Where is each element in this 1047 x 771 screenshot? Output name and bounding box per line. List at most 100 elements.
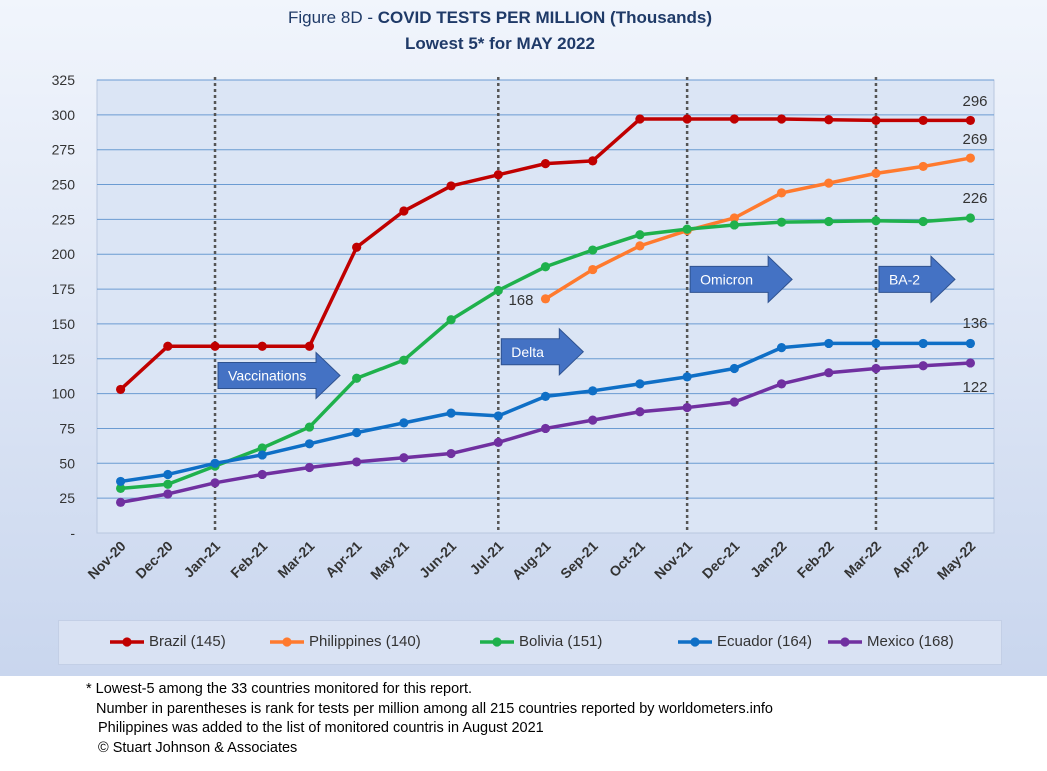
data-point-mexico bbox=[965, 358, 975, 368]
data-point-bolivia bbox=[729, 220, 739, 230]
footnote-lowest-5: * Lowest-5 among the 33 countries monito… bbox=[86, 681, 473, 697]
data-point-philippines bbox=[965, 153, 975, 163]
legend-swatch-marker bbox=[122, 637, 132, 647]
data-point-bolivia bbox=[635, 230, 645, 240]
data-point-bolivia bbox=[682, 224, 692, 234]
data-point-ecuador bbox=[824, 338, 834, 349]
x-tick-label: Jan-22 bbox=[747, 538, 790, 581]
x-tick-label: Feb-21 bbox=[227, 538, 270, 581]
data-point-bolivia bbox=[304, 422, 315, 432]
data-label-brazil: 296 bbox=[962, 93, 987, 110]
data-point-brazil bbox=[540, 159, 551, 169]
x-tick-label: Nov-21 bbox=[651, 538, 695, 582]
footnote-philippines-note: Philippines was added to the list of mon… bbox=[98, 720, 544, 736]
data-point-brazil bbox=[588, 156, 598, 166]
x-tick-label: Mar-22 bbox=[841, 538, 884, 581]
data-point-mexico bbox=[399, 453, 409, 463]
data-point-bolivia bbox=[588, 245, 598, 255]
data-point-ecuador bbox=[352, 428, 362, 438]
x-tick-label: Aug-21 bbox=[509, 538, 554, 583]
legend-swatch-marker bbox=[492, 637, 502, 647]
data-point-ecuador bbox=[493, 411, 503, 421]
annotation-label-ba-2: BA-2 bbox=[889, 271, 920, 287]
data-point-mexico bbox=[304, 462, 315, 473]
legend-label: Philippines (140) bbox=[309, 633, 421, 650]
data-point-ecuador bbox=[540, 391, 551, 402]
legend-label: Brazil (145) bbox=[149, 633, 226, 650]
chart-title-main: COVID TESTS PER MILLION (Thousands) bbox=[377, 8, 713, 27]
data-point-mexico bbox=[682, 402, 692, 413]
footnote-copyright: © Stuart Johnson & Associates bbox=[98, 739, 298, 756]
data-point-brazil bbox=[871, 115, 881, 126]
data-point-bolivia bbox=[540, 262, 551, 272]
data-point-mexico bbox=[210, 478, 220, 488]
y-tick-label: 175 bbox=[52, 281, 76, 297]
data-point-ecuador bbox=[588, 386, 598, 396]
x-tick-label: Dec-20 bbox=[132, 538, 176, 582]
data-point-ecuador bbox=[446, 408, 456, 418]
data-point-brazil bbox=[352, 242, 362, 252]
annotation-label-vaccinations: Vaccinations bbox=[228, 367, 306, 383]
data-point-brazil bbox=[304, 341, 315, 351]
data-point-brazil bbox=[210, 341, 220, 351]
legend-swatch-brazil bbox=[110, 637, 144, 647]
data-point-ecuador bbox=[871, 338, 881, 349]
y-tick-label: 225 bbox=[52, 211, 76, 227]
data-point-mexico bbox=[257, 469, 267, 480]
x-tick-label: May-21 bbox=[367, 538, 412, 583]
legend-label: Bolivia (151) bbox=[519, 633, 603, 650]
data-point-ecuador bbox=[163, 469, 173, 480]
data-point-brazil bbox=[635, 114, 645, 124]
x-tick-label: Jan-21 bbox=[180, 538, 223, 581]
legend-swatch-marker bbox=[282, 637, 292, 647]
legend-swatch-ecuador bbox=[678, 637, 712, 647]
data-point-mexico bbox=[635, 407, 645, 417]
y-tick-label: 300 bbox=[52, 107, 76, 123]
data-label-ecuador: 136 bbox=[962, 315, 987, 332]
legend-swatch-bolivia bbox=[480, 637, 514, 647]
data-point-brazil bbox=[918, 115, 928, 126]
x-tick-label: Apr-21 bbox=[322, 538, 365, 581]
annotation-label-delta: Delta bbox=[511, 344, 544, 360]
annotation-arrow-ba-2 bbox=[878, 255, 956, 304]
legend-swatch-marker bbox=[840, 637, 850, 647]
data-label-philippines: 269 bbox=[962, 131, 987, 148]
data-point-philippines bbox=[776, 188, 787, 198]
data-point-mexico bbox=[729, 397, 739, 407]
data-label-mexico: 122 bbox=[962, 379, 987, 396]
data-point-bolivia bbox=[776, 217, 787, 227]
data-point-bolivia bbox=[871, 216, 881, 226]
data-point-mexico bbox=[352, 457, 362, 467]
y-tick-label: 325 bbox=[52, 72, 76, 88]
chart-subtitle: Lowest 5* for MAY 2022 bbox=[405, 34, 595, 53]
data-label-philippines: 168 bbox=[508, 292, 533, 309]
data-point-mexico bbox=[918, 361, 928, 371]
data-point-ecuador bbox=[965, 338, 975, 349]
x-tick-label: Mar-21 bbox=[274, 538, 317, 581]
footnotes: * Lowest-5 among the 33 countries monito… bbox=[86, 680, 1026, 758]
footnote-rank-note: Number in parentheses is rank for tests … bbox=[96, 700, 773, 717]
data-point-philippines bbox=[540, 294, 551, 304]
data-label-bolivia: 226 bbox=[962, 190, 987, 207]
legend-swatch-philippines bbox=[270, 637, 304, 647]
annotation-arrow-vaccinations bbox=[217, 351, 341, 400]
data-point-mexico bbox=[871, 363, 881, 374]
data-point-ecuador bbox=[729, 363, 739, 374]
plot-area bbox=[96, 79, 995, 534]
data-point-brazil bbox=[446, 181, 456, 191]
data-point-bolivia bbox=[918, 216, 928, 227]
data-point-philippines bbox=[871, 168, 881, 178]
data-point-mexico bbox=[493, 437, 503, 447]
data-point-philippines bbox=[824, 178, 834, 188]
legend-swatch-marker bbox=[690, 637, 700, 647]
chart-plot: Vaccinations Delta Omicron BA-2 296 269 226 13… bbox=[52, 72, 995, 583]
y-tick-label: 150 bbox=[52, 316, 76, 332]
data-point-ecuador bbox=[210, 458, 220, 468]
data-point-brazil bbox=[493, 170, 503, 180]
data-point-mexico bbox=[446, 448, 456, 459]
y-tick-label: 25 bbox=[59, 490, 75, 506]
data-point-bolivia bbox=[257, 443, 267, 453]
legend-label: Mexico (168) bbox=[867, 633, 954, 650]
data-point-ecuador bbox=[399, 418, 409, 428]
data-point-mexico bbox=[824, 368, 834, 378]
